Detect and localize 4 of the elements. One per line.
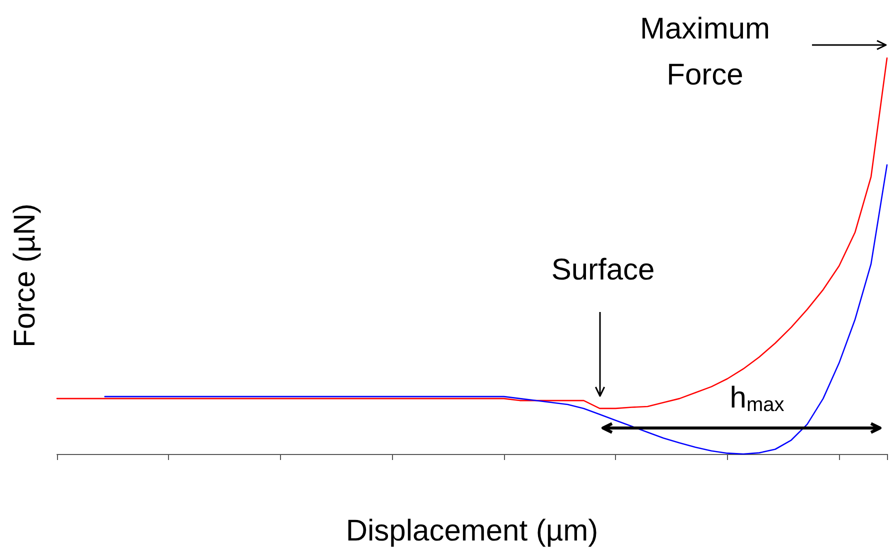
x-axis-title: Displacement (µm) <box>346 514 598 548</box>
annotation: Surface <box>551 254 655 286</box>
y-axis-title: Force (µN) <box>8 204 42 348</box>
annotation: Maximum Force <box>640 12 770 92</box>
